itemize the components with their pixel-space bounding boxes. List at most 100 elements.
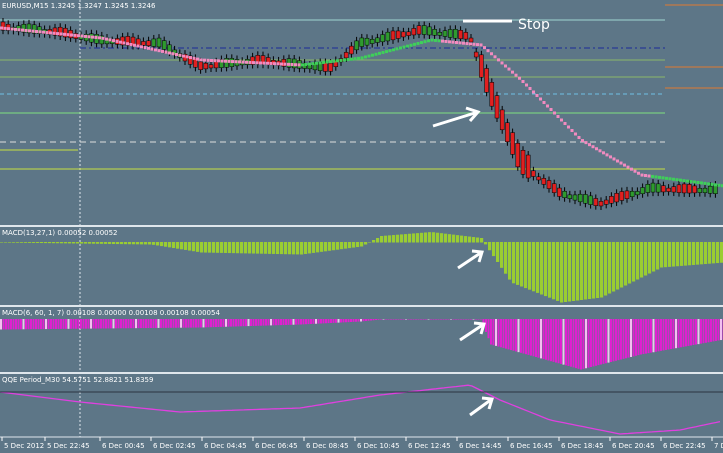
hist-bar xyxy=(657,319,660,352)
hist-bar xyxy=(42,319,45,330)
hist-bar xyxy=(144,242,148,245)
hist-bar xyxy=(36,242,40,243)
hist-bar xyxy=(575,319,577,369)
ma-dot xyxy=(654,175,658,179)
hist-bar xyxy=(142,319,145,329)
ma-dot xyxy=(563,122,567,125)
hist-bar xyxy=(372,240,376,243)
ma-dot xyxy=(465,42,469,46)
ma-dot xyxy=(497,58,500,62)
time-label: 5 Dec 2012 xyxy=(4,442,44,450)
ma-dot xyxy=(675,178,679,182)
ma-dot xyxy=(472,42,476,46)
ma-dot xyxy=(714,183,717,187)
hist-bar xyxy=(368,242,372,243)
hist-bar xyxy=(647,319,650,354)
hist-bar xyxy=(596,242,600,298)
hist-bar xyxy=(420,319,422,320)
ma-dot xyxy=(7,27,10,31)
arrow xyxy=(432,106,481,128)
hist-bar xyxy=(28,242,32,243)
hist-bar xyxy=(400,319,402,320)
hist-bar xyxy=(360,319,362,322)
hist-bar xyxy=(75,319,77,329)
hist-bar xyxy=(135,319,137,329)
hist-bar xyxy=(182,319,185,328)
ma-dot xyxy=(224,59,227,63)
ma-dot xyxy=(553,111,556,115)
hist-bar xyxy=(236,242,240,254)
ma-dot xyxy=(381,50,385,54)
candle xyxy=(156,37,162,48)
hist-bar xyxy=(70,319,72,329)
time-label: 6 Dec 06:45 xyxy=(255,442,298,450)
hist-bar xyxy=(192,242,196,252)
hist-bar xyxy=(225,319,227,327)
hist-bar xyxy=(664,242,668,268)
ma-dot xyxy=(161,49,164,53)
hist-bar xyxy=(162,319,165,328)
hist-bar xyxy=(702,319,705,344)
hist-bar xyxy=(392,235,396,243)
ma-dot xyxy=(87,35,91,39)
hist-bar xyxy=(17,319,20,330)
hist-bar xyxy=(628,242,632,284)
candle xyxy=(99,35,105,45)
hist-bar xyxy=(250,319,252,326)
hist-bar xyxy=(568,242,572,302)
hist-bar xyxy=(580,242,584,300)
ma-dot xyxy=(150,47,154,51)
hist-bar xyxy=(517,319,520,353)
hist-bar xyxy=(656,242,660,270)
hist-bar xyxy=(440,233,444,243)
ma-dot xyxy=(63,32,66,36)
candle xyxy=(390,30,396,41)
hist-bar xyxy=(644,242,648,276)
hist-bar xyxy=(164,242,168,247)
ma-dot xyxy=(31,29,35,33)
hist-bar xyxy=(344,242,348,249)
hist-bar xyxy=(455,319,457,320)
candle xyxy=(375,37,380,43)
ma-dot xyxy=(595,147,598,151)
hist-bar xyxy=(520,242,524,287)
hist-bar xyxy=(297,319,300,325)
candle xyxy=(572,194,578,201)
hist-bar xyxy=(140,319,142,329)
hist-bar xyxy=(612,242,616,292)
hist-bar xyxy=(56,242,60,244)
hist-bar xyxy=(392,319,395,320)
ma-dot xyxy=(84,34,87,38)
hist-bar xyxy=(385,319,387,320)
hist-bar xyxy=(217,319,220,327)
ma-dot xyxy=(49,31,52,35)
hist-bar xyxy=(562,319,565,365)
hist-bar xyxy=(282,319,285,326)
hist-bar xyxy=(485,319,487,332)
hist-bar xyxy=(640,242,644,278)
candle xyxy=(562,190,567,198)
hist-bar xyxy=(220,242,224,253)
hist-bar xyxy=(707,319,710,343)
hist-bar xyxy=(515,319,517,352)
ma-dot xyxy=(199,58,203,62)
hist-bar xyxy=(170,319,172,328)
ma-dot xyxy=(514,73,518,77)
ma-dot xyxy=(476,43,479,47)
hist-bar xyxy=(196,242,200,252)
hist-bar xyxy=(604,242,608,296)
time-label: 6 Dec 10:45 xyxy=(357,442,400,450)
ma-dot xyxy=(591,145,595,149)
hist-bar xyxy=(267,319,270,326)
hist-bar xyxy=(630,319,632,357)
time-label: 6 Dec 02:45 xyxy=(153,442,196,450)
hist-bar xyxy=(450,319,452,320)
hist-bar xyxy=(367,319,370,321)
hist-bar xyxy=(376,238,380,243)
ma-dot xyxy=(287,62,290,66)
time-axis: 5 Dec 2012 5 Dec 22:45 6 Dec 00:45 6 Dec 02… xyxy=(1,437,723,450)
hist-bar xyxy=(565,319,567,366)
hist-bar xyxy=(257,319,260,326)
ma-dot xyxy=(276,62,280,66)
ma-dot xyxy=(644,174,647,178)
